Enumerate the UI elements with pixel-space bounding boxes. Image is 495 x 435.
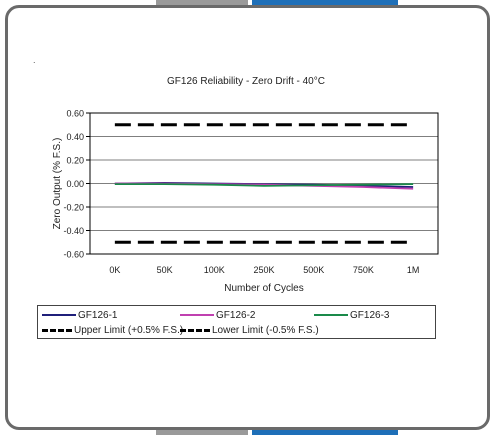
y-tick-label: 0.60: [66, 109, 84, 119]
legend-item-upper-limit: Upper Limit (+0.5% F.S.): [42, 323, 183, 337]
y-tick-label: -0.40: [63, 226, 84, 236]
chart-legend: GF126-1 GF126-2 GF126-3 Upper Limit (+0.…: [37, 305, 436, 339]
top-tab-gray: [156, 0, 248, 6]
x-tick-label: 750K: [353, 265, 374, 275]
legend-label: Upper Limit (+0.5% F.S.): [74, 324, 184, 336]
legend-swatch: [180, 328, 210, 332]
legend-item-gf126-1: GF126-1: [42, 308, 117, 322]
y-axis-label: Zero Output (% F.S.): [52, 138, 63, 230]
x-tick-label: 50K: [157, 265, 173, 275]
legend-item-gf126-3: GF126-3: [314, 308, 389, 322]
legend-swatch: [42, 328, 72, 332]
legend-swatch: [180, 314, 214, 316]
y-tick-label: -0.60: [63, 250, 84, 260]
x-tick-label: 500K: [303, 265, 324, 275]
x-tick-label: 100K: [204, 265, 225, 275]
x-axis-label: Number of Cycles: [224, 283, 303, 294]
chart-title: GF126 Reliability - Zero Drift - 40°C: [167, 76, 325, 87]
x-tick-label: 250K: [253, 265, 274, 275]
legend-swatch: [42, 314, 76, 316]
y-tick-label: 0.40: [66, 132, 84, 142]
y-tick-label: 0.20: [66, 156, 84, 166]
page-marker: .: [33, 55, 36, 65]
legend-item-lower-limit: Lower Limit (-0.5% F.S.): [180, 323, 319, 337]
top-tab-blue: [252, 0, 398, 6]
legend-label: GF126-2: [216, 309, 256, 321]
y-tick-label: -0.20: [63, 203, 84, 213]
bottom-tab-gray: [156, 429, 248, 435]
x-tick-label: 1M: [407, 265, 420, 275]
legend-label: GF126-3: [350, 309, 390, 321]
series-line-gf126-3: [114, 183, 414, 187]
bottom-tab-blue: [252, 429, 398, 435]
legend-label: GF126-1: [78, 309, 118, 321]
x-tick-label: 0K: [109, 265, 120, 275]
legend-swatch: [314, 314, 348, 316]
legend-label: Lower Limit (-0.5% F.S.): [212, 324, 319, 336]
y-tick-label: 0.00: [66, 179, 84, 189]
legend-item-gf126-2: GF126-2: [180, 308, 255, 322]
